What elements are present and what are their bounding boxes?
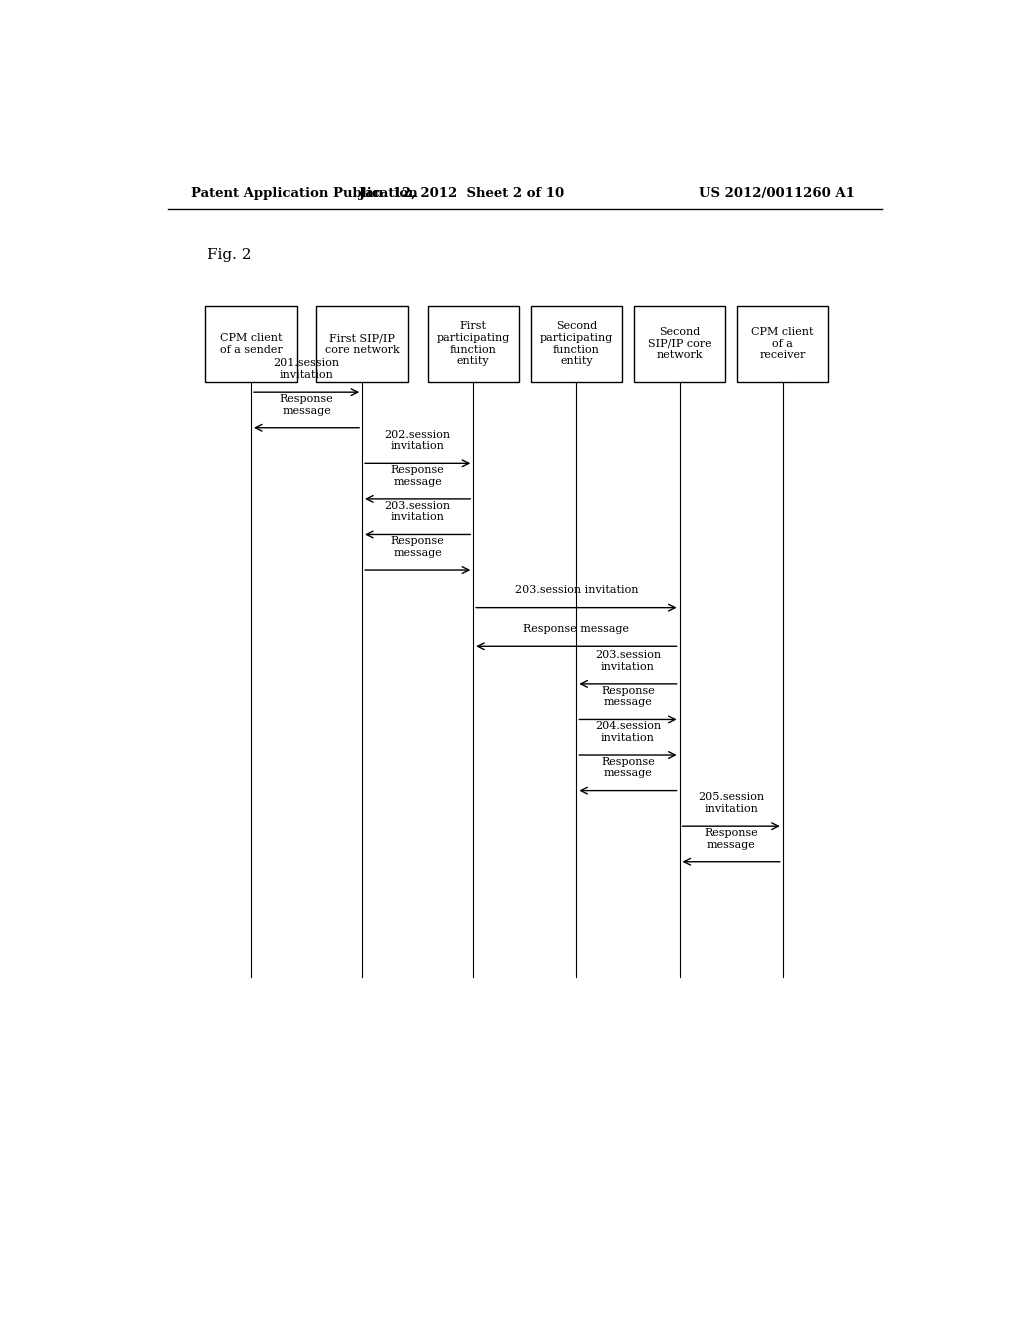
- FancyBboxPatch shape: [316, 306, 408, 381]
- FancyBboxPatch shape: [530, 306, 622, 381]
- FancyBboxPatch shape: [206, 306, 297, 381]
- Text: 201.session
invitation: 201.session invitation: [273, 358, 340, 380]
- Text: Second
participating
function
entity: Second participating function entity: [540, 322, 613, 366]
- Text: Fig. 2: Fig. 2: [207, 248, 252, 261]
- Text: 203.session invitation: 203.session invitation: [515, 586, 638, 595]
- FancyBboxPatch shape: [737, 306, 828, 381]
- Text: 203.session
invitation: 203.session invitation: [385, 500, 451, 523]
- Text: Patent Application Publication: Patent Application Publication: [191, 187, 418, 201]
- Text: CPM client
of a sender: CPM client of a sender: [219, 333, 283, 355]
- Text: Jan. 12, 2012  Sheet 2 of 10: Jan. 12, 2012 Sheet 2 of 10: [358, 187, 564, 201]
- FancyBboxPatch shape: [428, 306, 519, 381]
- Text: Response
message: Response message: [280, 393, 334, 416]
- Text: 202.session
invitation: 202.session invitation: [385, 429, 451, 451]
- Text: First
participating
function
entity: First participating function entity: [436, 322, 510, 366]
- Text: Response
message: Response message: [391, 536, 444, 558]
- Text: CPM client
of a
receiver: CPM client of a receiver: [752, 327, 814, 360]
- Text: Response
message: Response message: [705, 828, 758, 850]
- Text: 205.session
invitation: 205.session invitation: [698, 792, 764, 814]
- Text: 204.session
invitation: 204.session invitation: [595, 721, 662, 743]
- Text: First SIP/IP
core network: First SIP/IP core network: [325, 333, 399, 355]
- Text: 203.session
invitation: 203.session invitation: [595, 649, 662, 672]
- Text: Response message: Response message: [523, 624, 630, 634]
- Text: Second
SIP/IP core
network: Second SIP/IP core network: [648, 327, 712, 360]
- Text: Response
message: Response message: [391, 465, 444, 487]
- Text: Response
message: Response message: [601, 756, 654, 779]
- FancyBboxPatch shape: [634, 306, 725, 381]
- Text: Response
message: Response message: [601, 685, 654, 708]
- Text: US 2012/0011260 A1: US 2012/0011260 A1: [699, 187, 855, 201]
